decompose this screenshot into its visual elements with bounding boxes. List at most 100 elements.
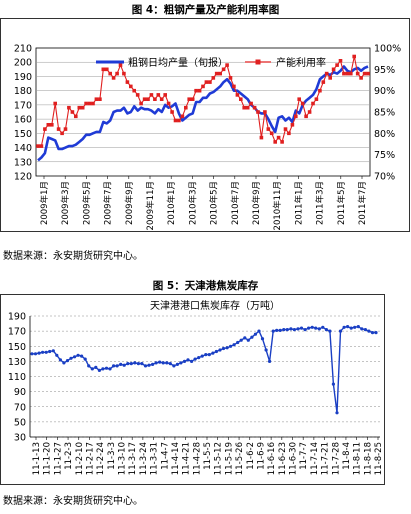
coke-point: [221, 346, 226, 351]
coke-point: [179, 361, 183, 365]
coke-point: [165, 361, 169, 365]
coke-point: [69, 356, 73, 360]
chart1-y2-tick-label: 90%: [374, 86, 395, 97]
utilization-point: [352, 54, 356, 59]
utilization-point: [84, 101, 88, 106]
coke-point: [133, 361, 137, 365]
utilization-point: [294, 114, 298, 119]
coke-point: [243, 336, 247, 340]
chart2-y-tick-label: 30: [14, 433, 26, 444]
chart1-legend: 粗钢日均产量（旬报） 产能利用率: [96, 56, 326, 69]
coke-point: [140, 362, 144, 366]
chart2-x-tick-label: 11-8-25: [374, 442, 384, 475]
chart2-x-tick-label: 11-4-14: [171, 442, 181, 475]
chart2-x-tick-label: 11-3-3: [107, 442, 117, 470]
coke-point: [271, 329, 275, 333]
coke-point: [97, 368, 101, 372]
coke-point: [296, 327, 300, 331]
utilization-point: [115, 71, 119, 76]
utilization-point: [70, 110, 75, 114]
coke-point: [367, 329, 371, 333]
chart2-x-axis-ticks: 11-1-13 11-1-20 11-1-27 11-2-3 11-2-10 11-2-1…: [32, 437, 384, 475]
coke-point: [65, 359, 70, 363]
chart2-x-tick-label: 11-6-23: [278, 442, 288, 475]
chart2-title: 天津港港口焦炭库存（万吨）: [150, 299, 280, 312]
chart1-x-tick-label: 2010年5月: [209, 181, 220, 225]
coke-point: [104, 366, 109, 370]
chart1-x-tick-label: 2010年11月: [272, 181, 283, 230]
utilization-point: [276, 135, 281, 140]
coke-point: [260, 337, 265, 341]
coke-point: [161, 361, 165, 365]
utilization-point: [67, 105, 71, 110]
chart2-x-tick-label: 11-1-13: [32, 442, 42, 475]
chart2-x-tick-label: 11-8-18: [363, 442, 373, 475]
utilization-point: [139, 101, 143, 106]
utilization-point: [74, 114, 78, 119]
coke-point: [356, 325, 360, 329]
coke-point: [211, 351, 215, 355]
utilization-point: [208, 80, 212, 84]
coke-point: [292, 328, 296, 332]
utilization-point: [94, 97, 99, 101]
utilization-point: [156, 93, 161, 97]
chart2-x-tick-label: 11-3-24: [139, 442, 149, 475]
coke-point: [257, 329, 261, 333]
coke-point: [250, 335, 254, 339]
coke-point: [218, 348, 222, 352]
utilization-point: [163, 93, 167, 97]
chart2-x-tick-label: 11-4-28: [192, 442, 202, 475]
utilization-point: [125, 80, 130, 84]
coke-point: [278, 328, 282, 332]
utilization-point: [39, 144, 44, 148]
chart2-x-tick-label: 11-7-28: [331, 442, 341, 475]
figure4-title: 图 4：粗钢产量及产能利用率图: [131, 4, 280, 16]
coke-point: [190, 359, 194, 363]
coke-point: [41, 350, 45, 354]
chart1-y-tick-label: 130: [14, 157, 32, 168]
coke-point: [328, 329, 332, 333]
chart1-y-tick-label: 150: [14, 129, 32, 140]
utilization-point: [249, 101, 253, 106]
utilization-point: [218, 71, 222, 76]
chart2-x-tick-label: 11-2-24: [96, 442, 106, 475]
coke-point: [200, 354, 204, 358]
series-production-line: [37, 65, 369, 162]
chart2-y-tick-label: 90: [14, 387, 26, 398]
utilization-point: [331, 67, 336, 72]
coke-point: [331, 382, 335, 386]
utilization-point: [105, 67, 109, 72]
coke-point: [204, 353, 208, 357]
chart1-y-tick-label: 140: [14, 143, 32, 154]
utilization-point: [232, 84, 236, 89]
chart2-x-tick-label: 11-8-11: [353, 442, 363, 475]
utilization-point: [259, 135, 264, 140]
coke-point: [236, 340, 240, 345]
chart2-y-tick-label: 130: [8, 357, 26, 368]
utilization-point: [214, 71, 219, 76]
coke-point: [349, 326, 353, 330]
chart1-x-tick-label: 2010年9月: [251, 181, 262, 225]
utilization-point: [146, 97, 150, 101]
utilization-point: [173, 118, 178, 123]
coke-point: [193, 357, 197, 361]
chart2-x-tick-label: 11-6-16: [267, 442, 277, 475]
utilization-point: [228, 76, 233, 80]
coke-point: [363, 328, 367, 332]
utilization-point: [324, 71, 329, 76]
utilization-point: [266, 127, 271, 131]
utilization-point: [300, 101, 305, 106]
chart2-series: [30, 325, 378, 415]
chart2-x-tick-label: 11-1-20: [43, 442, 53, 475]
chart1-y-tick-label: 210: [14, 44, 32, 55]
coke-point: [310, 325, 314, 329]
chart2-y-tick-label: 150: [8, 342, 26, 353]
coke-point: [299, 326, 304, 330]
utilization-point: [345, 71, 350, 76]
chart2-y-tick-label: 170: [8, 327, 26, 338]
coke-point: [207, 353, 211, 357]
chart2-x-tick-label: 11-4-7: [160, 442, 170, 470]
chart2-x-tick-label: 11-3-10: [118, 442, 128, 475]
chart1-y-tick-label: 180: [14, 86, 32, 97]
utilization-point: [177, 118, 181, 123]
